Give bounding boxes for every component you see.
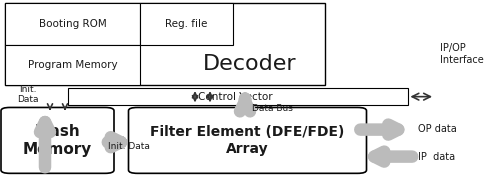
Text: Init.
Data: Init. Data [17,85,38,104]
Text: Control Vector: Control Vector [198,92,272,102]
Bar [5,3,325,85]
Text: Decoder: Decoder [203,54,297,74]
Text: Data Bus: Data Bus [252,104,294,113]
FancyBboxPatch shape [128,107,366,173]
Text: IP/OP
Interface: IP/OP Interface [440,43,484,65]
Text: IP  data: IP data [418,152,455,162]
Text: Program Memory: Program Memory [28,60,118,70]
Bar [68,88,407,105]
Text: Filter Element (DFE/FDE)
Array: Filter Element (DFE/FDE) Array [150,125,344,156]
Bar [140,3,232,45]
Text: Flash
Memory: Flash Memory [23,124,92,157]
Text: OP data: OP data [418,124,456,134]
Text: Init. Data: Init. Data [108,142,150,151]
FancyBboxPatch shape [1,107,114,173]
Bar [5,3,140,45]
Text: Booting ROM: Booting ROM [38,19,106,29]
Bar [5,45,140,85]
Text: Reg. file: Reg. file [165,19,208,29]
